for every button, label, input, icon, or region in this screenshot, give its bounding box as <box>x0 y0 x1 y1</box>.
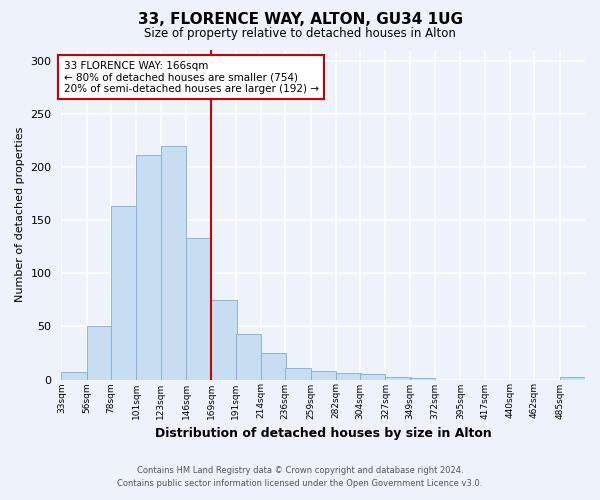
Text: Contains HM Land Registry data © Crown copyright and database right 2024.
Contai: Contains HM Land Registry data © Crown c… <box>118 466 482 487</box>
X-axis label: Distribution of detached houses by size in Alton: Distribution of detached houses by size … <box>155 427 491 440</box>
Bar <box>560 378 585 380</box>
Bar <box>385 378 411 380</box>
Bar <box>161 146 186 380</box>
Bar <box>136 155 162 380</box>
Bar <box>61 372 87 380</box>
Text: 33, FLORENCE WAY, ALTON, GU34 1UG: 33, FLORENCE WAY, ALTON, GU34 1UG <box>137 12 463 28</box>
Bar <box>261 353 286 380</box>
Bar <box>211 300 236 380</box>
Bar <box>410 378 435 380</box>
Bar <box>111 206 136 380</box>
Bar <box>285 368 311 380</box>
Bar <box>186 238 211 380</box>
Text: Size of property relative to detached houses in Alton: Size of property relative to detached ho… <box>144 28 456 40</box>
Bar <box>360 374 385 380</box>
Bar <box>336 373 361 380</box>
Bar <box>236 334 261 380</box>
Bar <box>311 371 336 380</box>
Bar <box>87 326 112 380</box>
Text: 33 FLORENCE WAY: 166sqm
← 80% of detached houses are smaller (754)
20% of semi-d: 33 FLORENCE WAY: 166sqm ← 80% of detache… <box>64 60 319 94</box>
Y-axis label: Number of detached properties: Number of detached properties <box>15 127 25 302</box>
